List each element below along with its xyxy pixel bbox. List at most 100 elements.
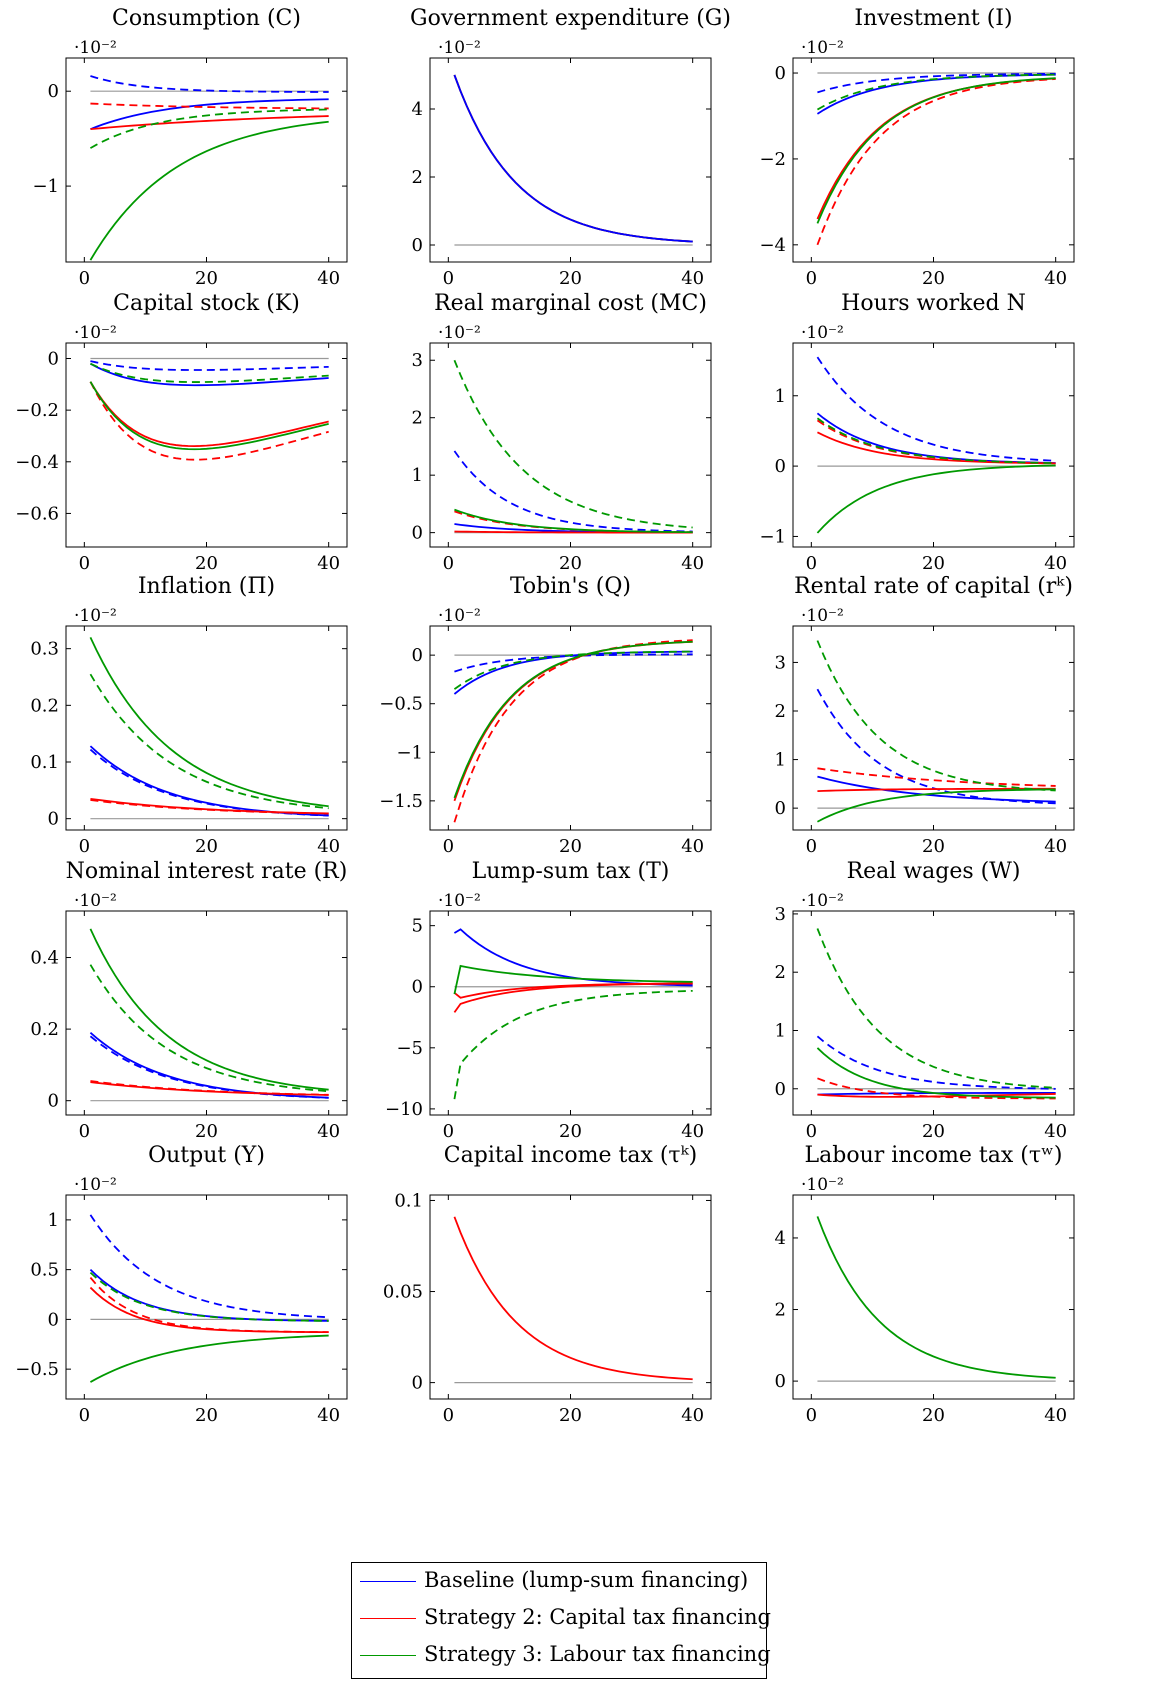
series-line xyxy=(90,1080,329,1096)
y-tick-label: 1 xyxy=(412,465,423,486)
axis-multiplier: ·10⁻² xyxy=(438,606,481,626)
y-tick-label: −0.5 xyxy=(15,1359,59,1380)
x-tick-label: 20 xyxy=(559,268,582,289)
x-tick-label: 0 xyxy=(443,1121,454,1142)
x-tick-label: 0 xyxy=(806,1121,817,1142)
series-line xyxy=(90,98,329,130)
y-tick-label: 0 xyxy=(412,645,423,666)
y-tick-label: 0.1 xyxy=(30,752,59,773)
panel-12: Real wages (W)·10⁻² 0 20 40 0 1 2 3 xyxy=(775,859,1075,1142)
series-group xyxy=(453,928,693,1100)
y-tick-label: −0.4 xyxy=(15,452,59,473)
x-tick-label: 20 xyxy=(195,1405,218,1426)
panel-title: Rental rate of capital (rᵏ) xyxy=(794,574,1073,599)
series-line xyxy=(816,73,1056,111)
legend-swatch-baseline xyxy=(360,1581,416,1582)
panel-9: Rental rate of capital (rᵏ) ·10⁻² 0 20 40 0 1 2… xyxy=(775,574,1075,857)
series-group xyxy=(453,359,693,534)
x-tick-label: 0 xyxy=(443,836,454,857)
series-line xyxy=(816,640,1056,792)
series-line xyxy=(453,1216,693,1381)
y-tick-label: 0 xyxy=(412,977,423,998)
panel-title: Capital income tax (τᵏ) xyxy=(444,1143,697,1168)
x-tick-label: 20 xyxy=(922,836,945,857)
series-line xyxy=(453,359,693,529)
panel-8: Tobin's (Q) ·10⁻² 0 20 40 0 −0.5 −1 −1.5 xyxy=(379,574,712,857)
axis-multiplier: ·10⁻² xyxy=(801,1175,844,1195)
y-tick-label: 2 xyxy=(775,701,786,722)
panel-title: Inflation (Π) xyxy=(138,574,275,599)
y-tick-label: −1 xyxy=(759,526,786,547)
axis-multiplier: ·10⁻² xyxy=(438,38,481,58)
series-line xyxy=(90,362,329,387)
series-line xyxy=(816,464,1056,534)
panel-13: Output (Y) ·10⁻² 0 20 40 1 0.5 0 −0.5 xyxy=(15,1143,348,1426)
y-tick-label: 0 xyxy=(775,456,786,477)
x-tick-label: 20 xyxy=(559,1121,582,1142)
y-tick-label: −1 xyxy=(32,176,59,197)
panel-title: Labour income tax (τʷ) xyxy=(805,1143,1063,1168)
y-tick-label: 2 xyxy=(775,1300,786,1321)
series-line xyxy=(453,639,693,823)
x-tick-label: 20 xyxy=(195,553,218,574)
series-line xyxy=(89,964,329,1093)
series-line xyxy=(90,75,329,93)
series-line xyxy=(817,1077,1056,1100)
axis-multiplier: ·10⁻² xyxy=(438,323,481,343)
axis-multiplier: ·10⁻² xyxy=(801,323,844,343)
plot-frame xyxy=(429,910,712,1116)
y-tick-label: 0 xyxy=(48,1091,59,1112)
y-tick-label: 3 xyxy=(412,350,423,371)
x-tick-label: 40 xyxy=(317,836,340,857)
series-line xyxy=(453,982,693,1013)
panel-3: Investment (I) ·10⁻² 0 20 40 0 −2 −4 xyxy=(759,6,1075,289)
y-tick-label: 1 xyxy=(775,386,786,407)
x-tick-label: 20 xyxy=(922,1405,945,1426)
panel-title: Government expenditure (G) xyxy=(410,6,731,31)
x-tick-label: 20 xyxy=(559,836,582,857)
y-tick-label: −2 xyxy=(759,149,786,170)
y-tick-label: −0.6 xyxy=(15,503,59,524)
series-line xyxy=(89,636,329,808)
series-line xyxy=(89,745,329,817)
y-tick-label: 0 xyxy=(48,1309,59,1330)
x-tick-label: 40 xyxy=(1044,268,1067,289)
series-line xyxy=(89,1035,329,1099)
panel-15: Labour income tax (τʷ) ·10⁻² 0 20 40 0 2 4 xyxy=(775,1143,1075,1426)
series-line xyxy=(816,356,1056,462)
y-tick-label: −0.5 xyxy=(379,694,423,715)
panel-11: Lump-sum tax (T) ·10⁻² 0 20 40 5 0 −5 −10 xyxy=(385,859,712,1142)
axis-multiplier: ·10⁻² xyxy=(438,891,481,911)
y-tick-label: −10 xyxy=(385,1099,423,1120)
panel-title: Real marginal cost (MC) xyxy=(434,291,707,316)
panel-title: Real wages (W) xyxy=(847,859,1021,884)
series-line xyxy=(817,72,1056,94)
series-line xyxy=(89,381,329,451)
panel-title: Investment (I) xyxy=(854,6,1012,31)
series-group xyxy=(89,928,329,1099)
y-tick-label: 0.3 xyxy=(30,639,59,660)
x-tick-label: 0 xyxy=(806,553,817,574)
series-group xyxy=(89,636,329,817)
series-group xyxy=(816,928,1056,1100)
legend: Baseline (lump-sum financing) Strategy 2… xyxy=(351,1562,771,1679)
y-tick-label: 2 xyxy=(412,408,423,429)
y-tick-label: 0 xyxy=(412,1373,423,1394)
axis-multiplier: ·10⁻² xyxy=(801,891,844,911)
y-tick-label: 0.5 xyxy=(30,1260,59,1281)
x-tick-label: 0 xyxy=(79,836,90,857)
y-tick-label: 0.2 xyxy=(30,695,59,716)
panel-1: Consumption (C) ·10⁻² 0 20 40 0 −1 xyxy=(32,6,348,289)
legend-item-baseline: Baseline (lump-sum financing) xyxy=(352,1563,766,1600)
x-tick-label: 40 xyxy=(317,268,340,289)
x-tick-label: 40 xyxy=(317,553,340,574)
series-line xyxy=(816,928,1056,1089)
plot-frame xyxy=(792,1194,1075,1400)
panel-10: Nominal interest rate (R) ·10⁻² 0 20 40 0 0.2 0… xyxy=(30,859,348,1142)
series-line xyxy=(817,431,1056,465)
x-tick-label: 20 xyxy=(195,1121,218,1142)
series-line xyxy=(453,650,693,690)
series-line xyxy=(816,77,1056,224)
panel-2: Government expenditure (G) ·10⁻² 0 20 40 0 2 4 xyxy=(410,6,731,289)
x-tick-label: 40 xyxy=(317,1121,340,1142)
